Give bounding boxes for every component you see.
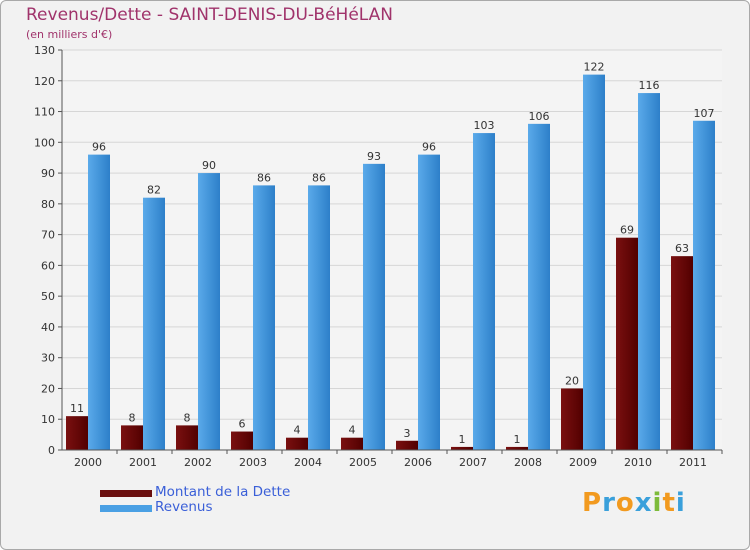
y-tick-label: 100 [34, 136, 55, 149]
logo-letter: P [582, 488, 603, 518]
data-label-revenus-2008: 106 [529, 110, 550, 123]
x-tick-label: 2006 [404, 456, 432, 469]
logo-letter: i [652, 488, 663, 518]
x-tick-label: 2000 [74, 456, 102, 469]
x-tick-label: 2008 [514, 456, 542, 469]
x-tick-label: 2011 [679, 456, 707, 469]
y-tick-label: 70 [41, 229, 55, 242]
bar-dette-2005 [341, 437, 363, 450]
data-label-dette-2007: 1 [459, 433, 466, 446]
bar-dette-2011 [671, 256, 693, 450]
bar-revenus-2010 [638, 93, 660, 451]
data-label-revenus-2011: 107 [694, 107, 715, 120]
x-tick-label: 2009 [569, 456, 597, 469]
y-tick-label: 90 [41, 167, 55, 180]
y-tick-label: 10 [41, 413, 55, 426]
x-tick-label: 2003 [239, 456, 267, 469]
data-label-dette-2001: 8 [129, 411, 136, 424]
data-label-revenus-2002: 90 [202, 159, 216, 172]
data-label-revenus-2000: 96 [92, 141, 106, 154]
bar-revenus-2005 [363, 163, 385, 450]
legend-label-dette: Montant de la Dette [155, 484, 291, 500]
bar-dette-2002 [176, 425, 198, 450]
x-tick-label: 2004 [294, 456, 322, 469]
logo-letter: r [602, 488, 616, 518]
y-tick-label: 60 [41, 259, 55, 272]
legend-swatch-revenus [100, 505, 152, 512]
legend-swatch-dette [100, 490, 152, 497]
x-tick-label: 2010 [624, 456, 652, 469]
x-tick-label: 2001 [129, 456, 157, 469]
data-label-revenus-2007: 103 [474, 119, 495, 132]
x-tick-label: 2002 [184, 456, 212, 469]
bar-revenus-2002 [198, 173, 220, 451]
bar-dette-2000 [66, 416, 88, 450]
bar-revenus-2006 [418, 154, 440, 450]
chart-title: Revenus/Dette - SAINT-DENIS-DU-BéHéLAN [26, 5, 393, 25]
bar-dette-2004 [286, 437, 308, 450]
bar-revenus-2007 [473, 133, 495, 451]
logo-letter: o [615, 488, 635, 518]
proxiti-logo: Proxiti [582, 488, 686, 518]
x-tick-label: 2007 [459, 456, 487, 469]
y-tick-label: 50 [41, 290, 55, 303]
bar-revenus-2001 [143, 197, 165, 450]
data-label-dette-2000: 11 [70, 402, 84, 415]
bar-revenus-2009 [583, 74, 605, 450]
bar-revenus-2011 [693, 120, 715, 451]
data-label-revenus-2001: 82 [147, 184, 161, 197]
y-tick-label: 30 [41, 352, 55, 365]
data-label-dette-2011: 63 [675, 242, 689, 255]
bar-dette-2003 [231, 431, 253, 450]
x-tick-label: 2005 [349, 456, 377, 469]
logo-letter: t [662, 488, 676, 518]
bar-revenus-2004 [308, 185, 330, 450]
data-label-revenus-2004: 86 [312, 171, 326, 184]
logo-letter: i [675, 488, 686, 518]
y-tick-label: 40 [41, 321, 55, 334]
legend-label-revenus: Revenus [155, 499, 213, 515]
data-label-revenus-2010: 116 [639, 79, 660, 92]
bar-dette-2001 [121, 425, 143, 450]
plot-area [62, 50, 722, 450]
data-label-revenus-2003: 86 [257, 171, 271, 184]
y-tick-label: 130 [34, 44, 55, 57]
data-label-dette-2008: 1 [514, 433, 521, 446]
y-tick-label: 80 [41, 198, 55, 211]
bar-revenus-2003 [253, 185, 275, 450]
bar-dette-2007 [451, 446, 473, 450]
y-tick-label: 0 [48, 444, 55, 457]
chart-subtitle: (en milliers d'€) [26, 28, 113, 41]
y-tick-label: 120 [34, 75, 55, 88]
bar-revenus-2000 [88, 154, 110, 450]
data-label-dette-2010: 69 [620, 224, 634, 237]
data-label-revenus-2009: 122 [584, 61, 605, 74]
data-label-dette-2004: 4 [294, 424, 301, 437]
y-tick-label: 110 [34, 106, 55, 119]
data-label-dette-2003: 6 [239, 418, 246, 431]
y-tick-label: 20 [41, 382, 55, 395]
data-label-dette-2006: 3 [404, 427, 411, 440]
bar-dette-2008 [506, 446, 528, 450]
data-label-revenus-2006: 96 [422, 141, 436, 154]
bar-dette-2010 [616, 237, 638, 450]
data-label-dette-2009: 20 [565, 374, 579, 387]
bar-dette-2006 [396, 440, 418, 450]
logo-letter: x [634, 488, 653, 518]
bar-dette-2009 [561, 388, 583, 450]
data-label-dette-2005: 4 [349, 424, 356, 437]
data-label-dette-2002: 8 [184, 411, 191, 424]
bar-revenus-2008 [528, 123, 550, 450]
data-label-revenus-2005: 93 [367, 150, 381, 163]
